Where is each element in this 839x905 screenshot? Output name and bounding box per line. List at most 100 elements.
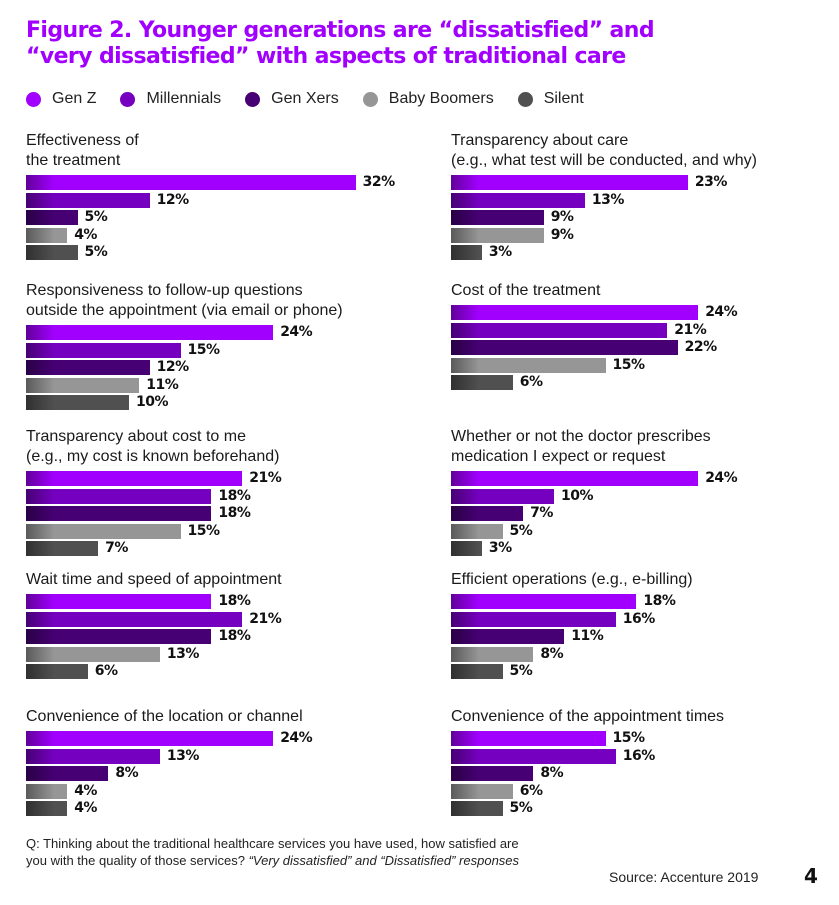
bar-row: 6%: [26, 663, 426, 682]
bar-gen-xers: [451, 340, 678, 356]
bar-row: 24%: [26, 324, 426, 343]
bar-value-label: 15%: [612, 356, 646, 373]
bar-row: 7%: [26, 540, 426, 559]
bar-row: 7%: [451, 505, 839, 524]
bar-gen-z: [26, 471, 243, 486]
bar-value-label: 24%: [280, 730, 313, 746]
bar-row: 15%: [26, 341, 426, 361]
chart-panel: Transparency about care (e.g., what test…: [451, 131, 839, 263]
bar-value-label: 18%: [218, 505, 251, 522]
bar-row: 13%: [26, 747, 426, 767]
bar-value-label: 9%: [550, 209, 574, 226]
chart-panel: Convenience of the location or channel 24…: [26, 707, 426, 819]
bar-row: 5%: [451, 663, 839, 682]
bar-row: 12%: [26, 192, 426, 211]
bar-row: 8%: [451, 646, 839, 665]
bar-silent: [26, 245, 78, 261]
bar-row: 15%: [26, 523, 426, 542]
legend-label: Gen Z: [52, 90, 97, 107]
bar-gen-z: [26, 175, 356, 190]
bar-row: 8%: [26, 765, 426, 784]
bar-gen-z: [451, 471, 699, 486]
bar-baby-boomers: [451, 523, 503, 539]
bar-silent: [26, 801, 68, 817]
bar-value-label: 6%: [94, 663, 118, 680]
bar-millennials: [451, 322, 668, 338]
bar-millennials: [451, 488, 554, 504]
bar-value-label: 5%: [509, 522, 533, 539]
panel-label: Effectiveness of the treatment: [26, 132, 139, 169]
bar-row: 21%: [26, 611, 426, 630]
bar-value-label: 6%: [519, 374, 543, 391]
bar-gen-xers: [451, 210, 544, 226]
bar-row: 18%: [451, 593, 839, 612]
bar-row: 32%: [26, 174, 426, 193]
bar-row: 24%: [451, 470, 839, 489]
bar-value-label: 6%: [519, 782, 543, 799]
bar-value-label: 18%: [218, 628, 251, 645]
legend-swatch: [26, 91, 41, 107]
bar-millennials: [26, 611, 243, 627]
bar-row: 15%: [451, 356, 839, 376]
bar-row: 18%: [26, 505, 426, 524]
bar-row: 18%: [26, 593, 426, 612]
bar-millennials: [26, 488, 212, 504]
bar-silent: [451, 664, 503, 680]
chart-panel: Effectiveness of the treatment 32% 12% 5% 4%…: [26, 131, 426, 263]
bar-group: 15% 16% 8% 6% 5%: [451, 730, 839, 819]
bar-row: 23%: [451, 174, 839, 193]
bar-gen-xers: [26, 629, 212, 645]
bar-silent: [451, 541, 482, 557]
panel-label: Convenience of the appointment times: [451, 708, 725, 725]
bar-gen-z: [26, 325, 274, 340]
bar-gen-xers: [26, 210, 78, 226]
bar-value-label: 15%: [612, 730, 646, 746]
bar-value-label: 13%: [166, 747, 200, 764]
bar-baby-boomers: [451, 783, 513, 799]
legend-label: Millennials: [146, 90, 222, 107]
legend-item: Gen Z: [26, 90, 96, 108]
bar-value-label: 12%: [156, 359, 190, 376]
panel-label: Wait time and speed of appointment: [26, 571, 282, 588]
bar-row: 10%: [451, 488, 839, 507]
panel-label: Efficient operations (e.g., e-billing): [451, 571, 693, 588]
bar-value-label: 21%: [249, 470, 282, 486]
bar-value-label: 3%: [488, 244, 512, 261]
bar-row: 21%: [451, 322, 839, 341]
bar-value-label: 7%: [530, 505, 553, 522]
bar-value-label: 16%: [622, 610, 656, 627]
bar-row: 13%: [26, 646, 426, 665]
bar-row: 18%: [26, 628, 426, 647]
legend-label: Gen Xers: [271, 90, 339, 107]
bar-row: 15%: [451, 730, 839, 749]
bar-row: 4%: [26, 783, 426, 802]
bar-value-label: 32%: [362, 174, 396, 190]
bar-value-label: 4%: [74, 226, 97, 243]
bar-group: 23% 13% 9% 9% 3%: [451, 174, 839, 263]
bar-value-label: 10%: [136, 394, 169, 411]
bar-row: 24%: [26, 730, 426, 749]
bar-row: 4%: [26, 800, 426, 819]
bar-value-label: 22%: [684, 339, 718, 356]
legend-swatch: [517, 91, 533, 107]
chart-panel: Whether or not the doctor prescribes med…: [451, 427, 839, 559]
bar-gen-xers: [451, 766, 534, 782]
bar-row: 5%: [451, 800, 839, 819]
bar-row: 16%: [451, 610, 839, 630]
bar-value-label: 23%: [694, 174, 728, 190]
bar-row: 5%: [451, 522, 839, 542]
panel-label: Whether or not the doctor prescribes med…: [451, 428, 711, 465]
bar-row: 5%: [26, 244, 426, 263]
bar-baby-boomers: [451, 227, 544, 243]
legend-swatch: [245, 91, 261, 107]
bar-value-label: 18%: [643, 593, 676, 609]
panel-label: Convenience of the location or channel: [26, 708, 303, 725]
question-text: Q: Thinking about the traditional health…: [26, 836, 519, 868]
chart-panel: Efficient operations (e.g., e-billing) 18…: [451, 570, 839, 682]
bar-silent: [26, 664, 88, 680]
bar-value-label: 15%: [187, 341, 221, 358]
legend-label: Silent: [543, 90, 584, 107]
legend-item: Millennials: [120, 90, 221, 108]
bar-value-label: 24%: [705, 304, 738, 320]
bar-group: 21% 18% 18% 15% 7%: [26, 470, 426, 559]
